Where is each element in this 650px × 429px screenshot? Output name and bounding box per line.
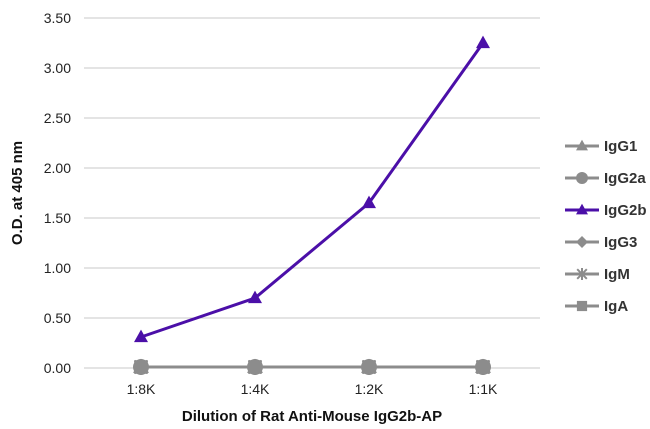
legend-label-igg2b: IgG2b xyxy=(604,202,647,219)
y-axis-title: O.D. at 405 nm xyxy=(9,141,26,245)
x-tick-label: 1:8K xyxy=(127,381,156,397)
y-tick-label: 2.00 xyxy=(44,160,71,176)
y-tick-label: 0.00 xyxy=(44,360,71,376)
legend-marker-igg2b xyxy=(576,203,588,215)
data-point-iga xyxy=(134,360,148,374)
legend-label-igm: IgM xyxy=(604,266,630,283)
x-tick-labels: 1:8K 1:4K 1:2K 1:1K xyxy=(127,381,498,397)
legend-marker-igm xyxy=(576,268,588,280)
y-tick-label: 1.50 xyxy=(44,210,71,226)
y-tick-label: 1.00 xyxy=(44,260,71,276)
legend-marker-igg3 xyxy=(576,236,588,248)
gridlines xyxy=(84,17,540,369)
y-tick-labels: 0.00 0.50 1.00 1.50 2.00 2.50 3.00 3.50 xyxy=(44,10,71,376)
series-line-igg2b xyxy=(140,42,485,339)
data-point-igg2b xyxy=(134,329,148,343)
x-axis-title: Dilution of Rat Anti-Mouse IgG2b-AP xyxy=(182,408,442,425)
x-tick-label: 1:2K xyxy=(355,381,384,397)
data-point-iga xyxy=(248,360,262,374)
data-point-igg2b xyxy=(476,35,490,49)
x-tick-label: 1:1K xyxy=(469,381,498,397)
legend-marker-igg2a xyxy=(576,172,588,184)
legend: IgG1 IgG2a IgG2b IgG3 IgM IgA xyxy=(565,138,647,315)
legend-label-iga: IgA xyxy=(604,298,628,315)
legend-label-igg3: IgG3 xyxy=(604,234,637,251)
y-tick-label: 3.00 xyxy=(44,60,71,76)
series-group xyxy=(133,35,491,375)
legend-marker-igg1 xyxy=(576,139,588,151)
data-point-igg2b xyxy=(362,195,376,209)
legend-label-igg1: IgG1 xyxy=(604,138,637,155)
data-point-iga xyxy=(476,360,490,374)
legend-marker-iga xyxy=(576,300,588,312)
y-tick-label: 3.50 xyxy=(44,10,71,26)
y-tick-label: 2.50 xyxy=(44,110,71,126)
data-point-iga xyxy=(362,360,376,374)
x-tick-label: 1:4K xyxy=(241,381,270,397)
legend-label-igg2a: IgG2a xyxy=(604,170,646,187)
y-tick-label: 0.50 xyxy=(44,310,71,326)
data-point-igg2b xyxy=(248,290,262,304)
